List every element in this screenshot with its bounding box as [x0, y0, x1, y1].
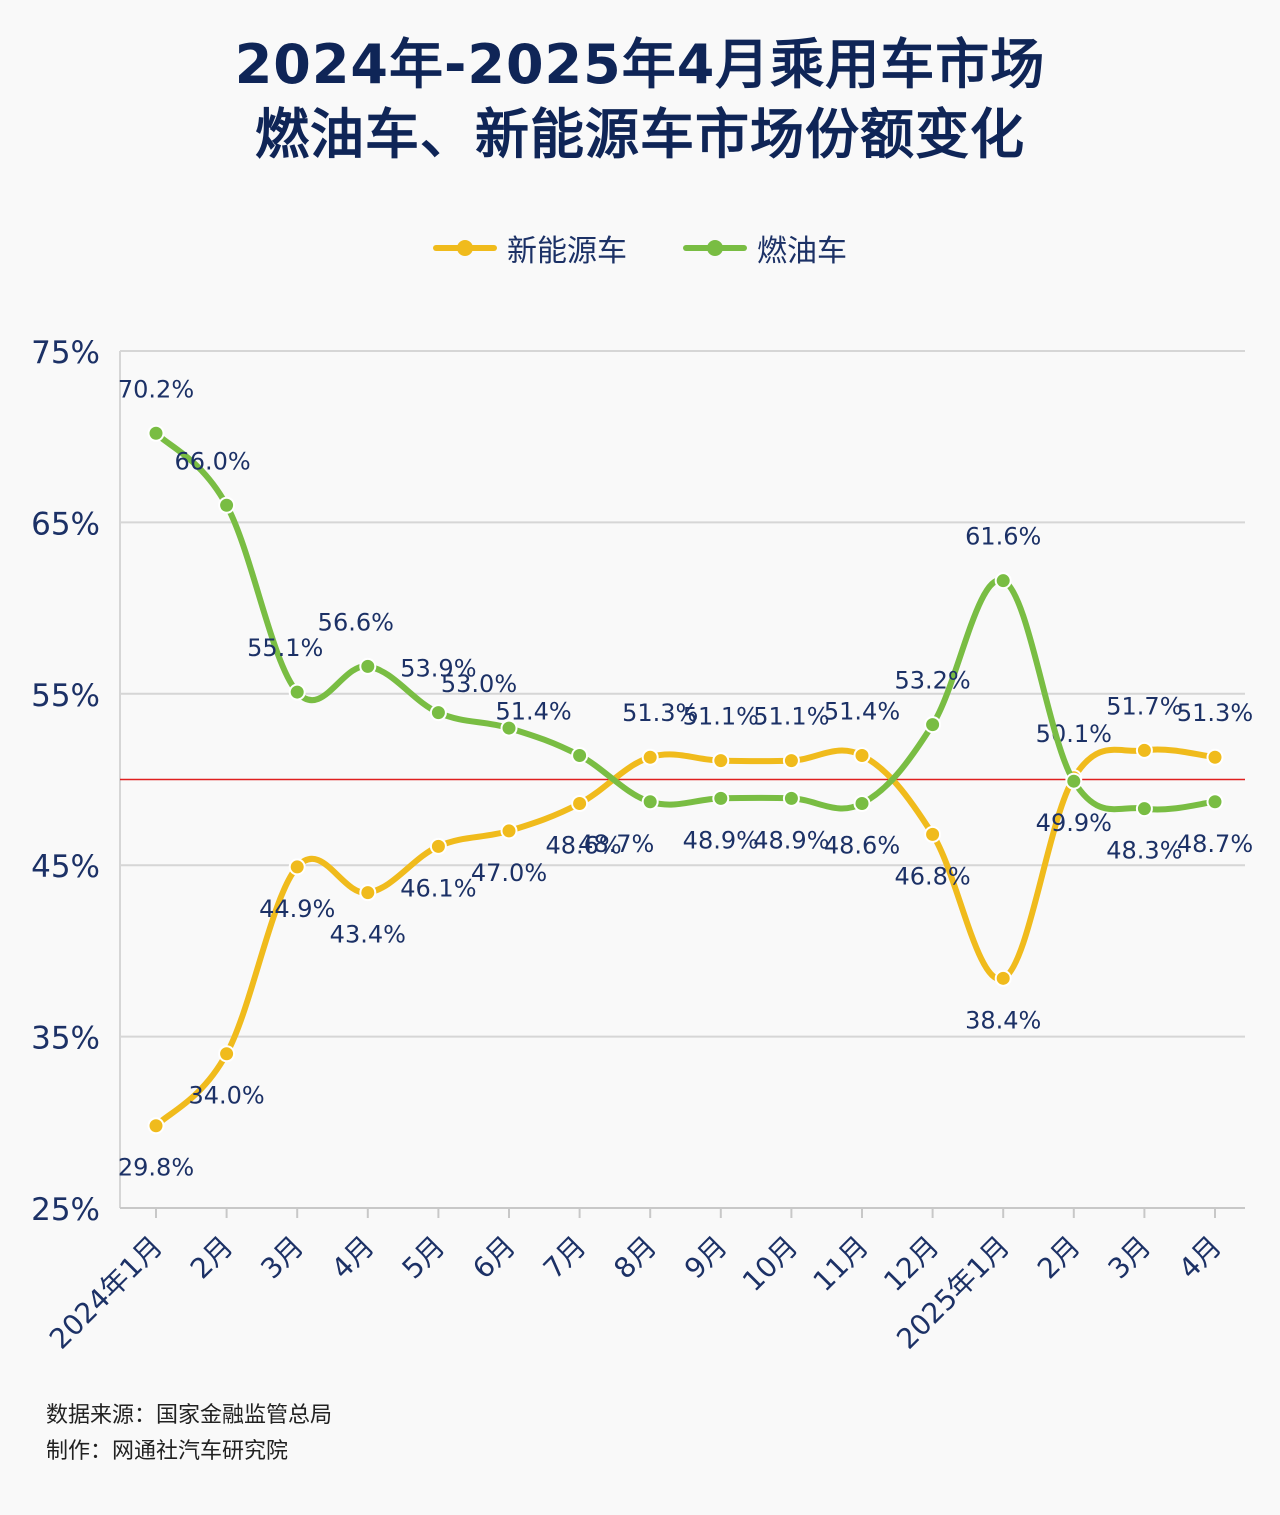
x-tick-label: 4月 — [1172, 1230, 1228, 1286]
data-label-nev: 29.8% — [118, 1154, 194, 1182]
x-tick-label: 2024年1月 — [43, 1230, 169, 1356]
data-label-nev: 50.1% — [1036, 720, 1112, 748]
data-point-nev — [924, 825, 942, 843]
y-tick-label: 35% — [31, 1021, 100, 1057]
data-label-ice: 48.9% — [753, 826, 829, 854]
data-label-nev: 51.1% — [683, 703, 759, 731]
x-tick-label: 5月 — [396, 1230, 452, 1286]
x-tick-label: 10月 — [736, 1230, 804, 1298]
data-label-ice: 66.0% — [174, 447, 250, 475]
data-label-nev: 51.4% — [824, 698, 900, 726]
data-point-nev — [1135, 741, 1153, 759]
data-point-ice — [147, 424, 165, 442]
data-label-nev: 34.0% — [188, 1082, 264, 1110]
data-point-ice — [288, 683, 306, 701]
x-tick-label: 2月 — [1031, 1230, 1087, 1286]
data-label-ice: 53.2% — [894, 667, 970, 695]
legend-label-ice: 燃油车 — [757, 234, 847, 269]
x-tick-label: 3月 — [254, 1230, 310, 1286]
x-tick-label: 7月 — [537, 1230, 593, 1286]
data-label-ice: 56.6% — [318, 608, 394, 636]
data-point-nev — [359, 884, 377, 902]
x-tick-label: 11月 — [807, 1230, 875, 1298]
y-tick-label: 55% — [31, 678, 100, 714]
x-tick-label: 2月 — [184, 1230, 240, 1286]
data-label-ice: 48.3% — [1106, 837, 1182, 865]
data-label-ice: 55.1% — [247, 634, 323, 662]
y-tick-label: 25% — [31, 1192, 100, 1228]
data-point-nev — [641, 748, 659, 766]
data-point-ice — [782, 789, 800, 807]
data-source-note: 数据来源：国家金融监管总局 — [46, 1403, 333, 1428]
data-label-ice: 51.4% — [495, 698, 571, 726]
data-label-ice: 48.6% — [824, 831, 900, 859]
data-label-nev: 51.3% — [1177, 699, 1253, 727]
data-point-ice — [1135, 800, 1153, 818]
data-point-nev — [500, 822, 518, 840]
data-point-ice — [218, 496, 236, 514]
data-label-nev: 47.0% — [471, 859, 547, 887]
data-label-ice: 70.2% — [118, 375, 194, 403]
data-point-nev — [782, 752, 800, 770]
x-tick-label: 3月 — [1102, 1230, 1158, 1286]
data-point-nev — [571, 794, 589, 812]
data-point-ice — [500, 719, 518, 737]
data-label-ice: 53.0% — [441, 670, 517, 698]
data-label-nev: 46.1% — [400, 874, 476, 902]
legend-item-nev: 新能源车 — [433, 226, 627, 270]
chart-legend: 新能源车 燃油车 — [0, 226, 1280, 270]
series-line-ice — [153, 430, 1218, 813]
chart-title-line-2: 燃油车、新能源车市场份额变化 — [255, 103, 1025, 166]
data-label-ice: 53.9% — [400, 655, 476, 683]
legend-swatch-ice — [683, 240, 747, 256]
data-point-nev — [429, 837, 447, 855]
data-point-nev — [712, 752, 730, 770]
y-tick-label: 65% — [31, 506, 100, 542]
data-label-nev: 38.4% — [965, 1006, 1041, 1034]
data-label-ice: 48.7% — [578, 830, 654, 858]
data-label-nev: 48.6% — [545, 831, 621, 859]
data-point-nev — [218, 1045, 236, 1063]
data-point-nev — [853, 747, 871, 765]
data-point-ice — [571, 747, 589, 765]
data-point-ice — [712, 789, 730, 807]
data-point-ice — [359, 657, 377, 675]
data-label-ice: 61.6% — [965, 523, 1041, 551]
data-point-ice — [1065, 772, 1083, 790]
data-label-ice: 49.9% — [1036, 809, 1112, 837]
data-point-nev — [288, 858, 306, 876]
y-tick-label: 45% — [31, 849, 100, 885]
data-label-nev: 51.3% — [622, 699, 698, 727]
data-point-ice — [641, 793, 659, 811]
chart-footer: 数据来源：国家金融监管总局 制作：网通社汽车研究院 — [46, 1398, 332, 1470]
data-point-nev — [1206, 748, 1224, 766]
data-point-ice — [924, 716, 942, 734]
data-label-nev: 51.1% — [753, 703, 829, 731]
line-chart: 25%35%45%55%65%75%2024年1月 2月 3月 4月 5月 6月 7月 8月 9… — [31, 335, 1253, 1356]
y-tick-label: 75% — [31, 335, 100, 371]
legend-swatch-nev — [433, 240, 497, 256]
data-point-ice — [429, 704, 447, 722]
series-line-nev — [153, 746, 1218, 1129]
data-label-ice: 48.9% — [683, 826, 759, 854]
data-point-ice — [994, 572, 1012, 590]
data-label-nev: 43.4% — [330, 921, 406, 949]
legend-item-ice: 燃油车 — [683, 226, 847, 270]
data-label-ice: 48.7% — [1177, 830, 1253, 858]
data-point-ice — [1206, 793, 1224, 811]
author-note: 制作：网通社汽车研究院 — [46, 1439, 289, 1464]
data-label-nev: 46.8% — [894, 862, 970, 890]
chart-title: 2024年-2025年4月乘用车市场 燃油车、新能源车市场份额变化 — [0, 30, 1280, 170]
x-tick-label: 6月 — [466, 1230, 522, 1286]
legend-label-nev: 新能源车 — [507, 234, 627, 269]
data-point-nev — [994, 969, 1012, 987]
data-label-nev: 51.7% — [1106, 692, 1182, 720]
data-label-nev: 44.9% — [259, 895, 335, 923]
data-point-ice — [853, 794, 871, 812]
chart-title-line-1: 2024年-2025年4月乘用车市场 — [234, 33, 1046, 96]
data-point-nev — [147, 1117, 165, 1135]
x-tick-label: 8月 — [607, 1230, 663, 1286]
x-tick-label: 9月 — [678, 1230, 734, 1286]
x-tick-label: 4月 — [325, 1230, 381, 1286]
